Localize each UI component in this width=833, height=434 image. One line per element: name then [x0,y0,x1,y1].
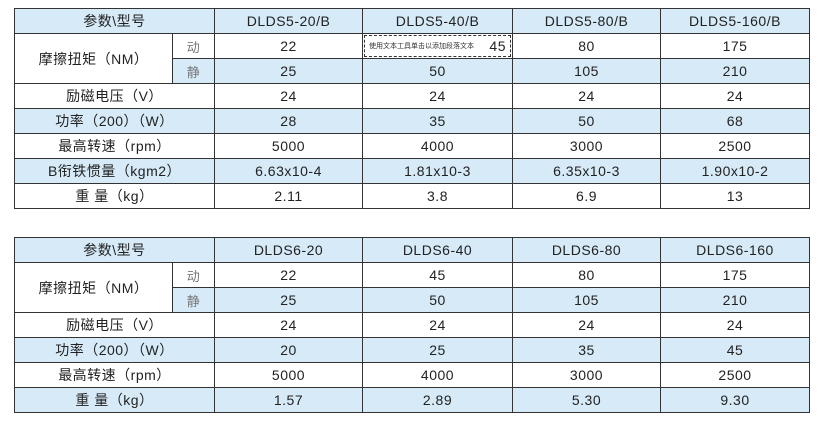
dynamic-label: 动 [172,262,215,288]
cell: 13 [660,183,810,209]
row-label: 重 量（kg） [14,183,215,209]
row-label: 励磁电压（V） [14,312,215,338]
header-model: DLDS5-80/B [512,8,661,34]
cell: 6.9 [512,183,661,209]
cell: 1.57 [214,387,363,413]
header-model: DLDS5-20/B [214,8,363,34]
cell: 2500 [660,133,810,159]
table-row: 摩擦扭矩（NM） 动 22 45 80 175 [14,262,810,313]
header-model: DLDS6-40 [362,237,513,263]
header-model: DLDS6-20 [214,237,363,263]
table-row: 重 量（kg） 2.11 3.8 6.9 13 [14,183,810,209]
table-row: 最高转速（rpm） 5000 4000 3000 2500 [14,133,810,159]
cell: 4000 [362,133,513,159]
cell: 105 [512,287,661,313]
cell: 24 [214,83,363,109]
header-row: 参数\型号 DLDS6-20 DLDS6-40 DLDS6-80 DLDS6-1… [14,237,810,263]
cell: 175 [660,262,810,288]
cell: 22 [214,262,363,288]
header-model: DLDS5-160/B [660,8,810,34]
table-row: 静 25 50 105 210 [15,287,810,313]
cell: 25 [214,287,363,313]
table-row: 功率（200）（W） 28 35 50 68 [14,108,810,134]
cell: 68 [660,108,810,134]
table-row: 摩擦扭矩（NM） 动 22 使用文本工具单击以添加段落文本 45 80 175 [14,33,810,84]
table-row: B衔铁惯量（kgm2） 6.63x10-4 1.81x10-3 6.35x10-3 1.… [14,158,810,184]
cell: 35 [512,337,661,363]
header-model: DLDS6-160 [660,237,810,263]
cell: 6.63x10-4 [214,158,363,184]
table-row: 励磁电压（V） 24 24 24 24 [14,83,810,109]
cell: 3.8 [362,183,513,209]
cell: 210 [660,287,810,313]
cell: 1.90x10-2 [660,158,810,184]
cell: 50 [362,58,513,84]
table-row: 静 25 50 105 210 [15,58,810,84]
header-param: 参数\型号 [14,237,215,263]
cell: 25 [362,337,513,363]
cell: 3000 [512,362,661,388]
table-row: 最高转速（rpm） 5000 4000 3000 2500 [14,362,810,388]
cell: 210 [660,58,810,84]
cell: 24 [512,83,661,109]
cell: 5000 [214,133,363,159]
cell: 50 [362,287,513,313]
static-label: 静 [172,287,215,313]
spec-table-dlds6: 参数\型号 DLDS6-20 DLDS6-40 DLDS6-80 DLDS6-1… [14,237,810,413]
header-model: DLDS5-40/B [362,8,513,34]
cell-value: 45 [489,38,506,54]
cell: 24 [660,83,810,109]
cell: 24 [362,83,513,109]
cell: 3000 [512,133,661,159]
cell: 9.30 [660,387,810,413]
cell: 24 [512,312,661,338]
cell: 24 [214,312,363,338]
cell: 35 [362,108,513,134]
cell: 1.81x10-3 [362,158,513,184]
cell: 175 [660,33,810,59]
row-label: 功率（200）（W） [14,337,215,363]
cell: 5.30 [512,387,661,413]
row-label: 重 量（kg） [14,387,215,413]
table-row: 励磁电压（V） 24 24 24 24 [14,312,810,338]
cell: 22 [214,33,363,59]
header-model: DLDS6-80 [512,237,661,263]
friction-label: 摩擦扭矩（NM） [14,33,173,84]
cell: 2.89 [362,387,513,413]
cell: 80 [512,33,661,59]
cell: 24 [660,312,810,338]
cell: 80 [512,262,661,288]
cell: 50 [512,108,661,134]
row-label: 功率（200）（W） [14,108,215,134]
cell: 6.35x10-3 [512,158,661,184]
row-label: B衔铁惯量（kgm2） [14,158,215,184]
spec-table-dlds5: 参数\型号 DLDS5-20/B DLDS5-40/B DLDS5-80/B D… [14,8,810,209]
cell: 45 [660,337,810,363]
cell: 4000 [362,362,513,388]
text-placeholder-box[interactable]: 使用文本工具单击以添加段落文本 45 [364,35,511,57]
cell: 28 [214,108,363,134]
static-label: 静 [172,58,215,84]
dynamic-label: 动 [172,33,215,59]
cell: 5000 [214,362,363,388]
header-param: 参数\型号 [14,8,215,34]
table-row: 重 量（kg） 1.57 2.89 5.30 9.30 [14,387,810,413]
cell: 20 [214,337,363,363]
row-label: 最高转速（rpm） [14,362,215,388]
table-row: 功率（200）（W） 20 25 35 45 [14,337,810,363]
cell: 45 [362,262,513,288]
placeholder-text: 使用文本工具单击以添加段落文本 [369,43,474,50]
cell: 2.11 [214,183,363,209]
friction-label: 摩擦扭矩（NM） [14,262,173,313]
cell: 使用文本工具单击以添加段落文本 45 [362,33,513,59]
cell: 25 [214,58,363,84]
cell: 24 [362,312,513,338]
cell: 105 [512,58,661,84]
row-label: 励磁电压（V） [14,83,215,109]
cell: 2500 [660,362,810,388]
row-label: 最高转速（rpm） [14,133,215,159]
header-row: 参数\型号 DLDS5-20/B DLDS5-40/B DLDS5-80/B D… [14,8,810,34]
